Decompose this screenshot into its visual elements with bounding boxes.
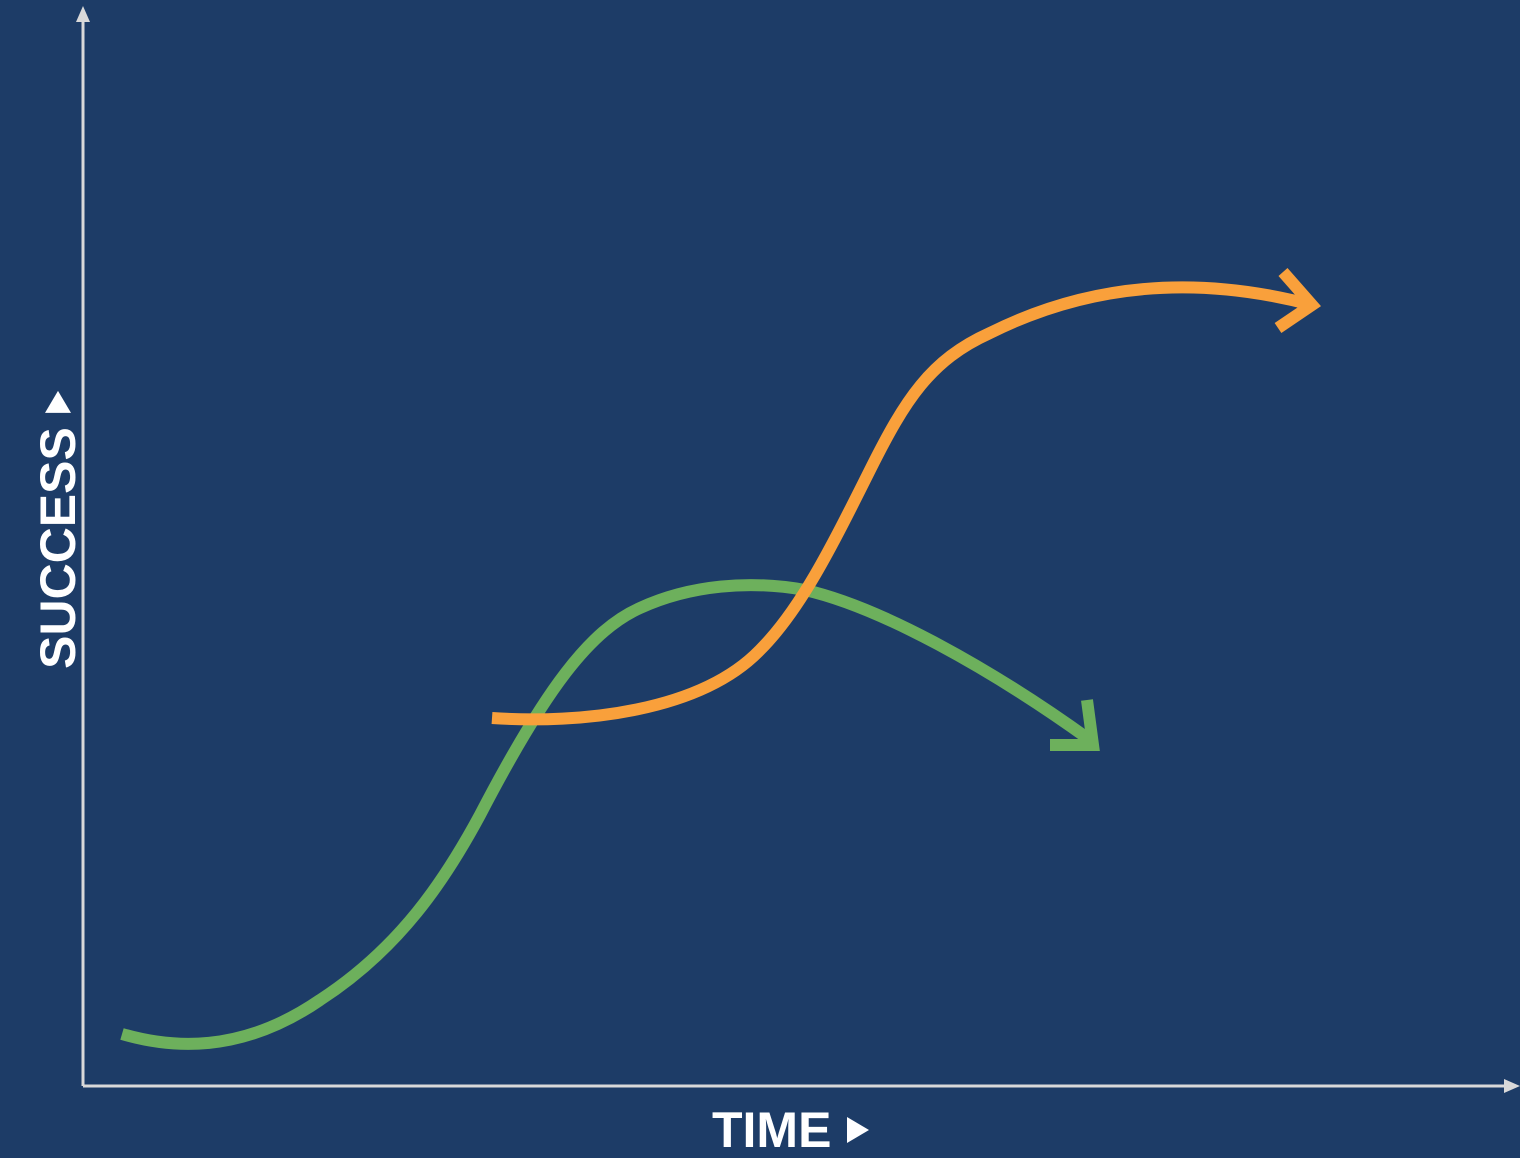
orange-curve-arrowhead (1274, 268, 1322, 333)
orange-curve (491, 281, 1314, 726)
x-axis-arrowhead (1504, 1079, 1520, 1093)
green-curve-arrowhead (1050, 699, 1100, 751)
play-triangle-icon (45, 391, 71, 414)
green-curve (120, 579, 1094, 1050)
play-triangle-icon (847, 1117, 870, 1143)
x-axis-label-text: TIME (712, 1102, 832, 1158)
x-axis-label: TIME (712, 1100, 870, 1158)
y-axis-label: SUCCESS (28, 391, 88, 669)
y-axis-arrowhead (76, 6, 90, 22)
y-axis-label-text: SUCCESS (30, 427, 86, 669)
